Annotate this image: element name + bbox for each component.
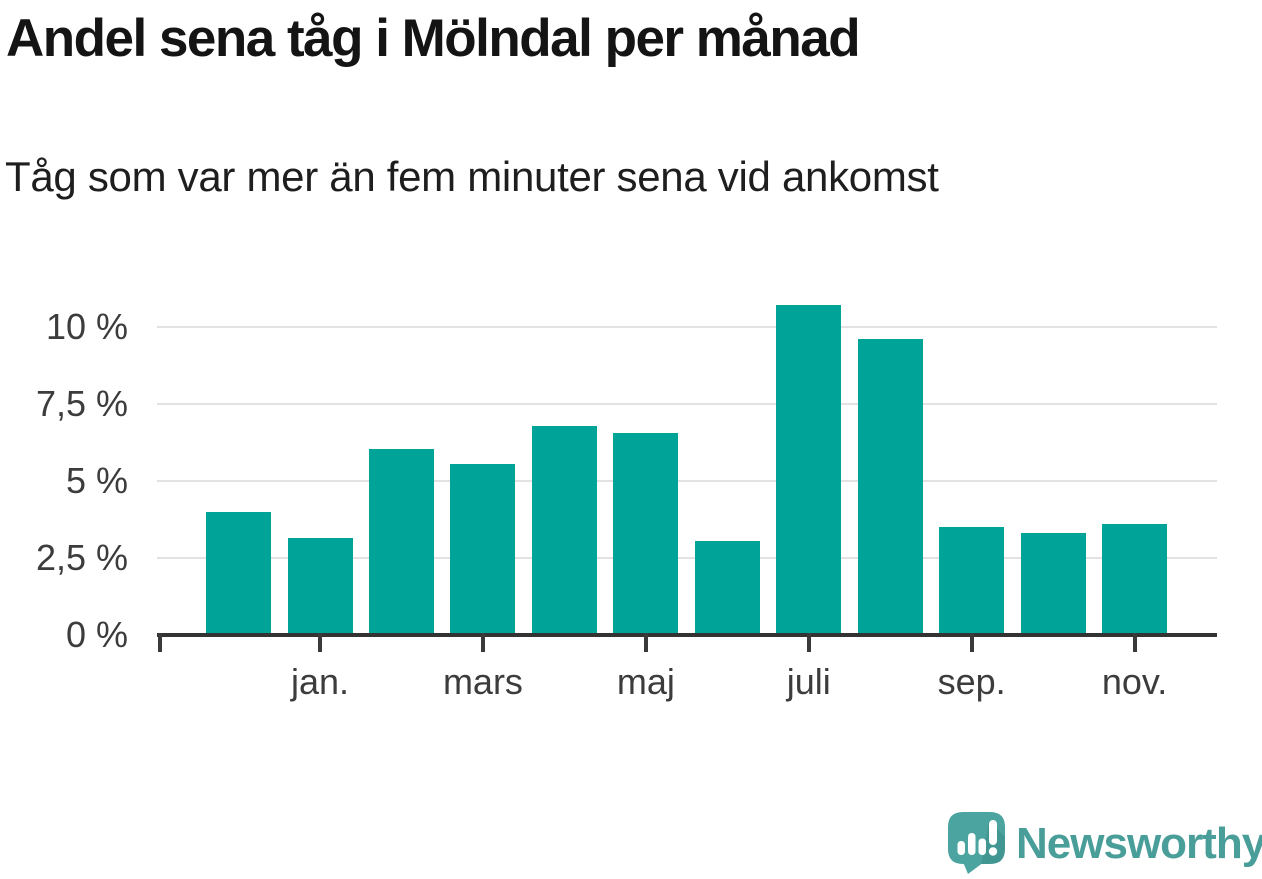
x-axis-label: maj: [616, 661, 675, 702]
y-axis-label: 0 %: [65, 614, 128, 655]
bar: [369, 448, 434, 635]
x-axis-tick: [1132, 633, 1137, 652]
y-axis-label: 2,5 %: [35, 537, 128, 578]
gridline: [157, 557, 1217, 559]
bar: [206, 511, 272, 635]
bar: [613, 433, 679, 635]
bar: [287, 537, 353, 635]
x-axis-label: mars: [442, 661, 523, 702]
x-axis-tick: [158, 633, 162, 652]
logo-barchart-glyph: [957, 833, 986, 855]
x-axis-label: jan.: [291, 661, 350, 702]
x-axis-tick: [318, 633, 323, 652]
bar: [1020, 533, 1086, 635]
bar: [857, 339, 923, 635]
y-axis-label: 10 %: [45, 306, 128, 347]
x-axis-label: nov.: [1101, 661, 1168, 702]
gridline: [157, 326, 1217, 328]
gridline: [157, 403, 1217, 405]
brand-wordmark: Newsworthy: [1016, 819, 1262, 868]
logo-exclamation-glyph: [988, 820, 998, 856]
bar: [450, 464, 516, 635]
logo-bubble-tail: [963, 862, 984, 874]
bar: [694, 541, 760, 635]
y-axis-label: 7,5 %: [35, 383, 128, 424]
x-axis-tick: [643, 633, 648, 652]
x-axis-tick: [480, 633, 485, 652]
bar: [939, 527, 1005, 635]
chart-title: Andel sena tåg i Mölndal per månad: [6, 9, 861, 68]
x-axis-line: [157, 633, 1217, 637]
bar: [1102, 524, 1168, 635]
x-axis-label: sep.: [937, 661, 1006, 702]
x-axis-label: juli: [786, 661, 831, 702]
bar: [531, 425, 597, 635]
y-axis-label: 5 %: [65, 460, 128, 501]
x-axis-tick: [969, 633, 974, 652]
chart-subtitle: Tåg som var mer än fem minuter sena vid …: [5, 153, 939, 200]
newsworthy-logo-icon: [948, 812, 1005, 874]
bar: [776, 305, 842, 635]
x-axis-tick: [806, 633, 811, 652]
gridline: [157, 480, 1217, 482]
